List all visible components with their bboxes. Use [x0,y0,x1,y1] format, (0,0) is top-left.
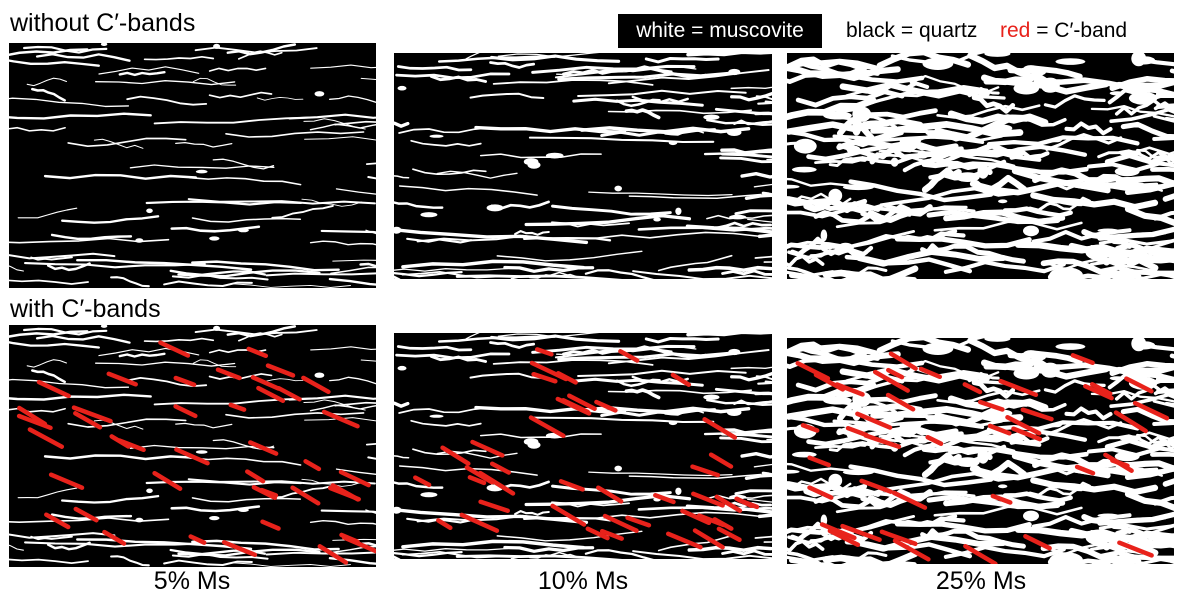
microstructure-panel-5-without-c-bands [9,43,376,288]
microstructure-panel-25-without-c-bands [787,53,1174,279]
microstructure-panel-25-with-c-bands [787,338,1174,564]
row-label-with-c-bands: with C′-bands [10,295,161,323]
legend-key-white: white [636,19,686,42]
legend-key-red: red [1000,19,1031,42]
legend-c-band: red = C′-band [1000,14,1127,48]
column-label-5-ms: 5% Ms [153,567,231,595]
legend-quartz: black = quartz [846,14,977,48]
legend-sep-black: = [895,19,919,42]
microstructure-panel-10-with-c-bands [394,333,772,559]
legend-value-c-band: C′-band [1054,19,1128,42]
microstructure-panel-10-without-c-bands [394,53,772,279]
column-label-10-ms: 10% Ms [537,567,629,595]
legend-muscovite: white = muscovite [618,14,822,48]
column-label-25-ms: 25% Ms [935,567,1027,595]
legend-value-muscovite: muscovite [709,19,804,42]
row-label-without-c-bands: without C′-bands [10,9,196,37]
legend-sep-white: = [685,19,710,42]
legend-key-black: black [846,19,896,42]
legend-value-quartz: quartz [918,19,978,42]
microstructure-panel-5-with-c-bands [9,325,376,567]
legend-sep-red: = [1030,19,1055,42]
